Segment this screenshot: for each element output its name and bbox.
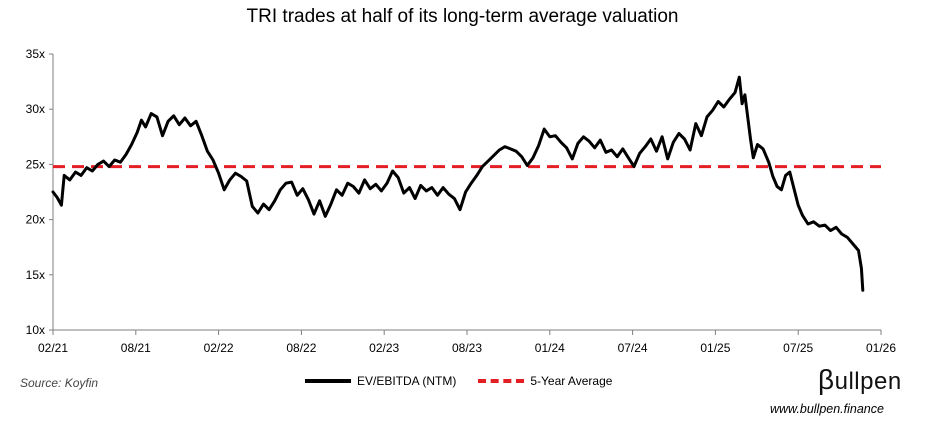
legend-label-ev-ebitda: EV/EBITDA (NTM) [357, 374, 457, 388]
y-tick-label: 35x [26, 47, 45, 61]
series-ev-ebitda-line [51, 75, 865, 292]
y-tick-label: 30x [26, 102, 45, 116]
x-tick-label: 01/24 [535, 341, 565, 355]
bullpen-logo-beta: β [818, 364, 835, 395]
legend-item-5yr-average: 5-Year Average [478, 374, 612, 388]
legend-swatch-solid [305, 379, 351, 383]
website-url: www.bullpen.finance [770, 402, 884, 416]
x-tick-label: 01/25 [700, 341, 730, 355]
x-axis-ticks: 02/21 08/21 02/22 08/22 02/23 08/23 01/24 07/24… [38, 330, 896, 355]
x-tick-label: 02/21 [38, 341, 68, 355]
x-tick-label: 07/24 [618, 341, 648, 355]
bullpen-logo: βullpen [818, 364, 902, 396]
x-tick-label: 01/26 [866, 341, 896, 355]
y-axis-ticks: 10x 15x 20x 25x 30x 35x [26, 47, 53, 337]
chart-legend: EV/EBITDA (NTM) 5-Year Average [305, 374, 634, 388]
x-tick-label: 08/22 [286, 341, 316, 355]
x-tick-label: 02/23 [369, 341, 399, 355]
legend-label-5yr-average: 5-Year Average [530, 374, 613, 388]
legend-item-ev-ebitda: EV/EBITDA (NTM) [305, 374, 456, 388]
y-tick-label: 10x [26, 323, 45, 337]
chart-series [51, 75, 881, 292]
source-note: Source: Koyfin [20, 376, 99, 390]
x-tick-label: 07/25 [783, 341, 813, 355]
y-tick-label: 15x [26, 268, 45, 282]
y-tick-label: 25x [26, 157, 45, 171]
x-tick-label: 08/23 [452, 341, 482, 355]
legend-swatch-dashed [478, 379, 525, 383]
bullpen-logo-text: ullpen [834, 368, 902, 395]
y-tick-label: 20x [26, 213, 45, 227]
x-tick-label: 02/22 [204, 341, 234, 355]
chart-title: TRI trades at half of its long-term aver… [246, 6, 679, 27]
x-tick-label: 08/21 [121, 341, 151, 355]
